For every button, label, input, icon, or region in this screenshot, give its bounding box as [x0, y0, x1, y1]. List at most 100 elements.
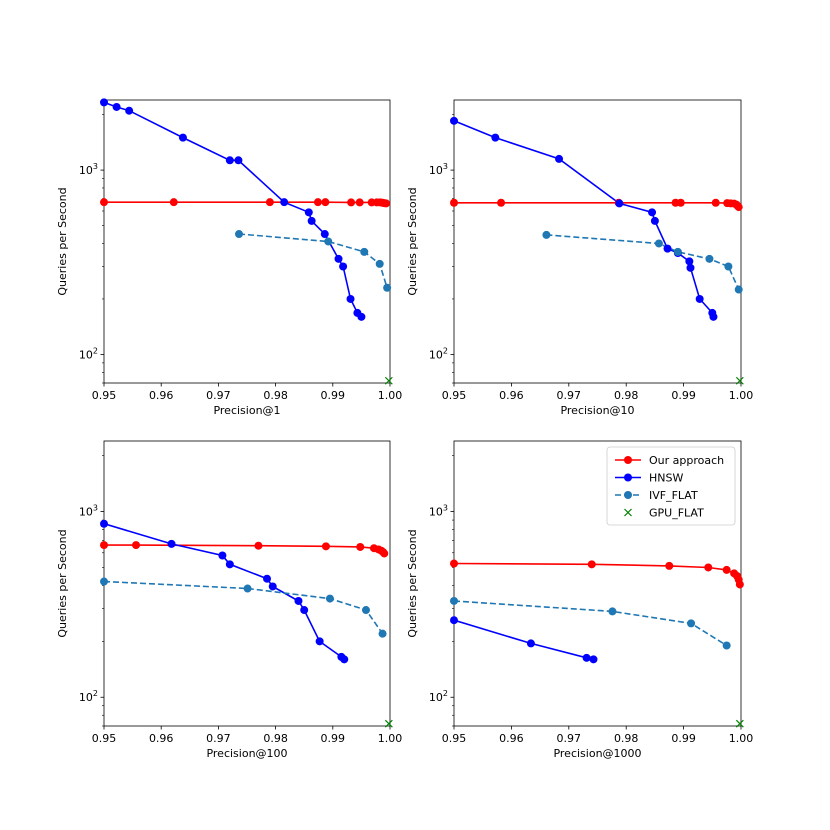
data-point-our-approach: [450, 559, 458, 568]
data-point-our-approach: [381, 199, 390, 208]
data-point-ivf-flat: [324, 237, 333, 246]
data-point-ivf-flat: [100, 577, 108, 586]
data-point-hnsw: [555, 154, 564, 163]
data-point-ivf-flat: [734, 285, 743, 294]
chart-panel-4: 0.95 0.96 0.97 0.98 0.99 1.00 102 103 Precision@…: [406, 440, 754, 760]
plot-area: [454, 562, 741, 661]
marker-stroke: [735, 719, 744, 728]
x-tick-label: 0.96: [149, 389, 174, 402]
series-line-ivf-flat: [104, 580, 384, 635]
data-point-hnsw: [280, 198, 289, 207]
series-line-hnsw: [104, 522, 345, 660]
data-point-hnsw: [304, 208, 313, 217]
data-point-ivf-flat: [243, 584, 252, 593]
marker-stroke: [384, 376, 393, 385]
data-point-ivf-flat: [360, 247, 369, 256]
legend-marker: [624, 491, 632, 499]
data-point-our-approach: [735, 580, 744, 589]
data-point-ivf-flat: [608, 607, 617, 616]
data-point-hnsw: [307, 216, 316, 225]
data-point-our-approach: [321, 198, 330, 207]
x-tick-label: 0.99: [671, 389, 696, 402]
data-point-ivf-flat: [234, 230, 243, 239]
legend-entry-gpu-flat: GPU_FLAT: [624, 507, 704, 520]
legend-label: IVF_FLAT: [649, 489, 698, 502]
y-axis-label: Queries per Second: [406, 187, 419, 295]
data-point-hnsw: [225, 156, 234, 165]
data-point-hnsw: [582, 653, 591, 662]
data-point-ivf-flat: [361, 606, 370, 615]
data-point-our-approach: [497, 198, 506, 207]
x-tick-label: 0.96: [499, 732, 524, 745]
data-point-ivf-flat: [724, 262, 733, 271]
series-line-our-approach: [104, 201, 387, 205]
data-point-our-approach: [704, 563, 713, 572]
series-line-our-approach: [104, 544, 385, 554]
data-point-hnsw: [589, 655, 598, 664]
y-tick-label: 102: [429, 689, 448, 704]
data-point-hnsw: [709, 312, 718, 321]
plot-frame: [453, 99, 742, 384]
legend-marker: [624, 456, 632, 464]
data-point-hnsw: [663, 244, 672, 253]
plot-frame: [103, 99, 391, 384]
data-point-ivf-flat: [722, 641, 731, 650]
series-line-ivf-flat: [546, 234, 740, 290]
x-tick-label: 0.99: [671, 732, 696, 745]
data-point-hnsw: [268, 582, 277, 591]
data-point-hnsw: [340, 655, 349, 664]
x-tick-label: 1.00: [378, 389, 403, 402]
series-line-our-approach: [454, 562, 741, 585]
data-point-our-approach: [356, 542, 365, 551]
plot-area: [104, 522, 385, 660]
data-point-gpu-flat: [384, 376, 393, 385]
data-point-gpu-flat: [735, 719, 744, 728]
x-tick-label: 0.97: [206, 389, 231, 402]
data-point-our-approach: [169, 198, 178, 207]
data-point-hnsw: [334, 254, 343, 263]
data-point-hnsw: [167, 539, 176, 548]
y-axis-label: Queries per Second: [56, 529, 69, 637]
data-point-our-approach: [711, 198, 720, 207]
legend-label: Our approach: [649, 454, 724, 467]
x-tick-label: 1.00: [378, 732, 403, 745]
x-tick-label: 0.97: [206, 732, 231, 745]
data-point-our-approach: [676, 198, 685, 207]
x-tick-label: 0.97: [557, 389, 582, 402]
data-point-hnsw: [357, 312, 366, 321]
legend-label: GPU_FLAT: [649, 507, 704, 520]
y-tick-label: 103: [429, 162, 448, 177]
plot-area: [104, 101, 388, 318]
legend-entry-hnsw: HNSW: [615, 472, 683, 485]
y-tick-label: 102: [429, 346, 448, 361]
data-point-hnsw: [320, 230, 329, 239]
data-point-hnsw: [339, 262, 348, 271]
data-point-ivf-flat: [542, 230, 551, 239]
plot-frame: [103, 440, 391, 727]
x-axis-label: Precision@10: [560, 404, 634, 417]
legend: Our approach HNSW IVF_FLAT GPU_FLAT: [606, 446, 736, 526]
x-tick-label: 0.95: [442, 732, 467, 745]
y-tick-label: 103: [429, 504, 448, 519]
data-point-hnsw: [100, 519, 108, 528]
data-point-our-approach: [100, 541, 108, 550]
data-point-our-approach: [132, 541, 141, 550]
legend-entry-our-approach: Our approach: [615, 454, 724, 467]
data-point-hnsw: [648, 208, 657, 217]
series-line-hnsw: [104, 101, 362, 318]
data-point-ivf-flat: [325, 594, 334, 603]
legend-label: HNSW: [649, 472, 683, 485]
data-point-hnsw: [685, 257, 694, 266]
data-point-hnsw: [650, 216, 659, 225]
data-point-hnsw: [695, 294, 704, 303]
x-tick-label: 1.00: [729, 389, 754, 402]
data-point-our-approach: [313, 198, 322, 207]
data-point-hnsw: [112, 102, 121, 111]
data-point-ivf-flat: [654, 239, 663, 248]
y-tick-label: 102: [79, 689, 98, 704]
x-tick-label: 0.95: [92, 732, 117, 745]
x-tick-label: 1.00: [729, 732, 754, 745]
data-point-ivf-flat: [378, 629, 387, 638]
data-point-our-approach: [587, 560, 596, 569]
data-point-our-approach: [347, 198, 356, 207]
